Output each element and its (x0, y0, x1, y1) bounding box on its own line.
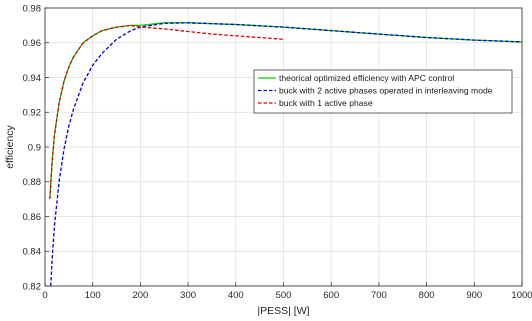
x-tick-label: 800 (419, 290, 435, 301)
y-tick-label: 0.86 (23, 212, 42, 223)
y-tick-label: 0.96 (23, 38, 42, 49)
series-layer (49, 22, 523, 287)
x-tick-label: 700 (371, 290, 387, 301)
series-line-3 (49, 24, 284, 200)
x-tick-label: 500 (276, 290, 292, 301)
legend-label-1: theorical optimized efficiency with APC … (279, 73, 454, 83)
y-tick-label: 0.82 (23, 281, 42, 292)
x-tick-label: 1000 (511, 290, 532, 301)
legend-label-3: buck with 1 active phase (279, 98, 373, 108)
x-tick-label: 600 (323, 290, 339, 301)
y-tick-label: 0.94 (23, 73, 42, 84)
y-tick-label: 0.88 (23, 177, 42, 188)
x-tick-label: 100 (85, 290, 101, 301)
x-tick-label: 300 (180, 290, 196, 301)
y-axis-label: efficiency (4, 124, 16, 168)
legend: theorical optimized efficiency with APC … (253, 69, 513, 114)
series-line-2 (50, 22, 523, 287)
axis-ticks: 0 100 200 300 400 500 600 700 800 900 1000 0.82 0.84… (23, 3, 532, 301)
y-tick-label: 0.84 (23, 247, 42, 258)
x-axis-label: |PESS| [W] (257, 305, 309, 317)
x-tick-label: 0 (42, 290, 47, 301)
x-tick-label: 900 (466, 290, 482, 301)
legend-label-2: buck with 2 active phases operated in in… (279, 86, 493, 96)
y-tick-label: 0.98 (23, 3, 42, 14)
y-tick-label: 0.9 (28, 142, 41, 153)
x-tick-label: 200 (132, 290, 148, 301)
y-tick-label: 0.92 (23, 108, 42, 119)
x-tick-label: 400 (228, 290, 244, 301)
legend-box (253, 69, 513, 114)
